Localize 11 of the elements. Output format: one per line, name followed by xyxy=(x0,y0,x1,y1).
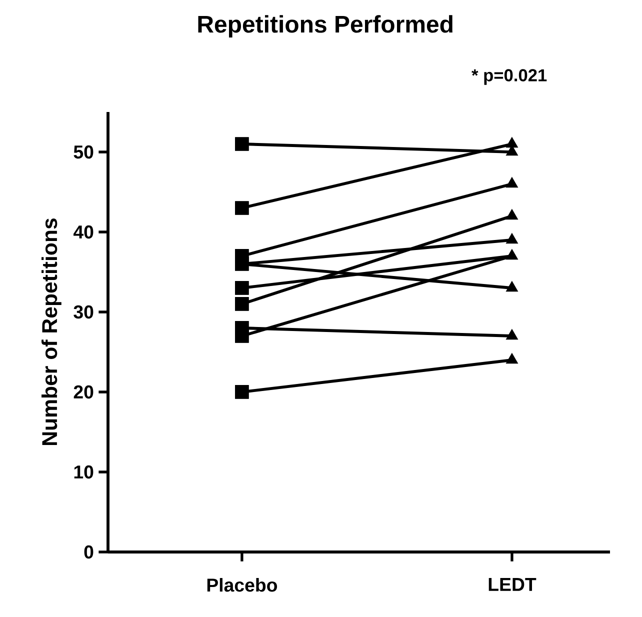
y-tick-label: 50 xyxy=(74,145,94,159)
y-tick-label: 30 xyxy=(74,305,94,319)
x-tick-label: Placebo xyxy=(207,578,278,592)
y-tick-label: 10 xyxy=(74,465,94,479)
x-tick-label: LEDT xyxy=(488,578,536,591)
y-tick-label: 40 xyxy=(73,225,94,239)
y-tick-label: 20 xyxy=(74,385,94,399)
text: * p=0.021 xyxy=(472,69,547,85)
chart-title: Repetitions Performed xyxy=(198,15,452,38)
y-axis-title: Number of Repetitions xyxy=(41,218,62,445)
y-tick-label: 0 xyxy=(84,545,94,559)
